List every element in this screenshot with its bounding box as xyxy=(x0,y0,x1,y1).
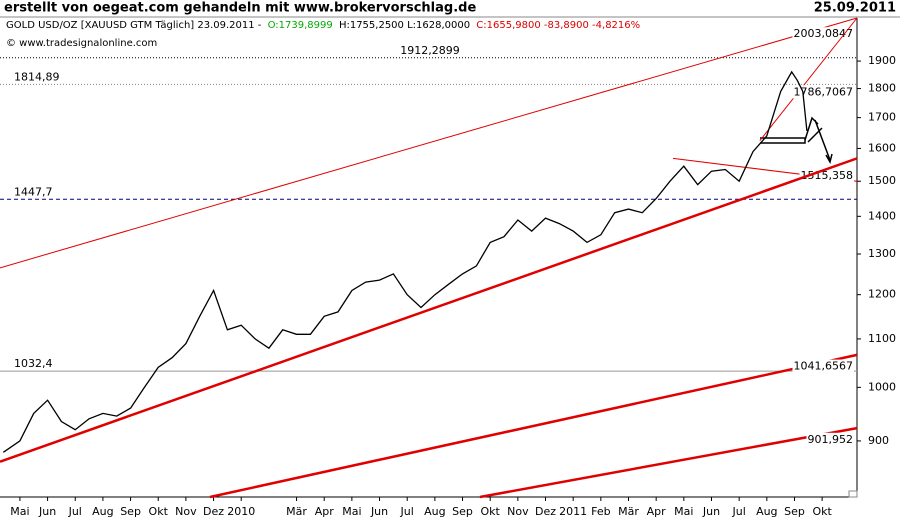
trendline xyxy=(759,17,858,141)
x-tick-label: Aug xyxy=(756,505,777,518)
y-tick-label: 1800 xyxy=(868,82,896,95)
x-tick-label: Jun xyxy=(702,505,720,518)
trendline xyxy=(0,157,858,463)
x-tick-label: Okt xyxy=(812,505,832,518)
label-background xyxy=(792,85,854,99)
label-background xyxy=(799,169,854,183)
high-low: H:1755,2500 L:1628,0000 xyxy=(339,20,470,31)
trendline-label: 1515,358 xyxy=(801,169,854,182)
y-tick-label: 1200 xyxy=(868,288,896,301)
x-tick-label: Mai xyxy=(674,505,693,518)
y-tick-label: 1300 xyxy=(868,247,896,260)
x-tick-label: Jun xyxy=(38,505,56,518)
x-tick-label: Aug xyxy=(424,505,445,518)
x-tick-label: Mai xyxy=(342,505,361,518)
x-tick-label: 2011 xyxy=(559,505,587,518)
price-line xyxy=(2,70,808,453)
x-tick-label: Feb xyxy=(591,505,610,518)
x-tick-label: 2010 xyxy=(227,505,255,518)
x-tick-label: Aug xyxy=(92,505,113,518)
trendline xyxy=(0,17,858,269)
level-label: 1032,4 xyxy=(14,357,53,370)
y-tick-label: 1700 xyxy=(868,111,896,124)
instrument-name: GOLD USD/OZ [XAUUSD GTM Täglich] 23.09.2… xyxy=(6,20,262,31)
y-tick-label: 900 xyxy=(868,434,889,447)
x-tick-label: Mär xyxy=(618,505,639,518)
y-tick-label: 1400 xyxy=(868,209,896,222)
x-tick-label: Okt xyxy=(481,505,501,518)
level-label: 1912,2899 xyxy=(400,44,460,57)
drawn-box xyxy=(760,137,806,144)
close: C:1655,9800 -83,8900 -4,8216% xyxy=(476,20,640,31)
x-tick-label: Mai xyxy=(10,505,29,518)
trendline-label: 901,952 xyxy=(808,433,854,446)
trendline xyxy=(209,353,858,499)
resize-icon xyxy=(848,490,858,498)
label-background xyxy=(792,359,854,373)
y-tick-label: 1500 xyxy=(868,174,896,187)
level-label: 1447,7 xyxy=(14,185,53,198)
x-tick-label: Sep xyxy=(120,505,141,518)
trendline-label: 1786,7067 xyxy=(794,85,854,98)
x-tick-label: Apr xyxy=(647,505,667,518)
x-tick-label: Sep xyxy=(452,505,473,518)
x-tick-label: Dez xyxy=(535,505,556,518)
x-tick-label: Okt xyxy=(149,505,169,518)
x-tick-label: Jul xyxy=(400,505,414,518)
x-tick-label: Apr xyxy=(315,505,335,518)
source: © www.tradesignalonline.com xyxy=(6,38,157,49)
level-label: 1814,89 xyxy=(14,70,60,83)
instrument: GOLD USD/OZ [XAUUSD GTM Täglich] 23.09.2… xyxy=(6,20,640,31)
y-tick-label: 1100 xyxy=(868,332,896,345)
x-tick-label: Jun xyxy=(370,505,388,518)
page-title: erstellt von oegeat.com gehandeln mit ww… xyxy=(4,1,476,16)
trendline-label: 1041,6567 xyxy=(794,360,854,373)
y-tick-label: 1600 xyxy=(868,141,896,154)
x-tick-label: Jul xyxy=(732,505,746,518)
date: 25.09.2011 xyxy=(814,1,896,16)
trendline-label: 2003,0847 xyxy=(794,27,854,40)
x-tick-label: Nov xyxy=(175,505,197,518)
trendline xyxy=(479,426,858,499)
y-tick-label: 1900 xyxy=(868,54,896,67)
label-background xyxy=(806,432,854,446)
x-tick-label: Sep xyxy=(784,505,805,518)
open: O:1739,8999 xyxy=(268,20,333,31)
x-tick-label: Jul xyxy=(68,505,82,518)
label-background xyxy=(792,27,854,41)
x-tick-label: Dez xyxy=(203,505,224,518)
y-tick-label: 1000 xyxy=(868,380,896,393)
x-tick-label: Nov xyxy=(507,505,529,518)
drawn-arrows xyxy=(804,116,833,164)
x-tick-label: Mär xyxy=(286,505,307,518)
